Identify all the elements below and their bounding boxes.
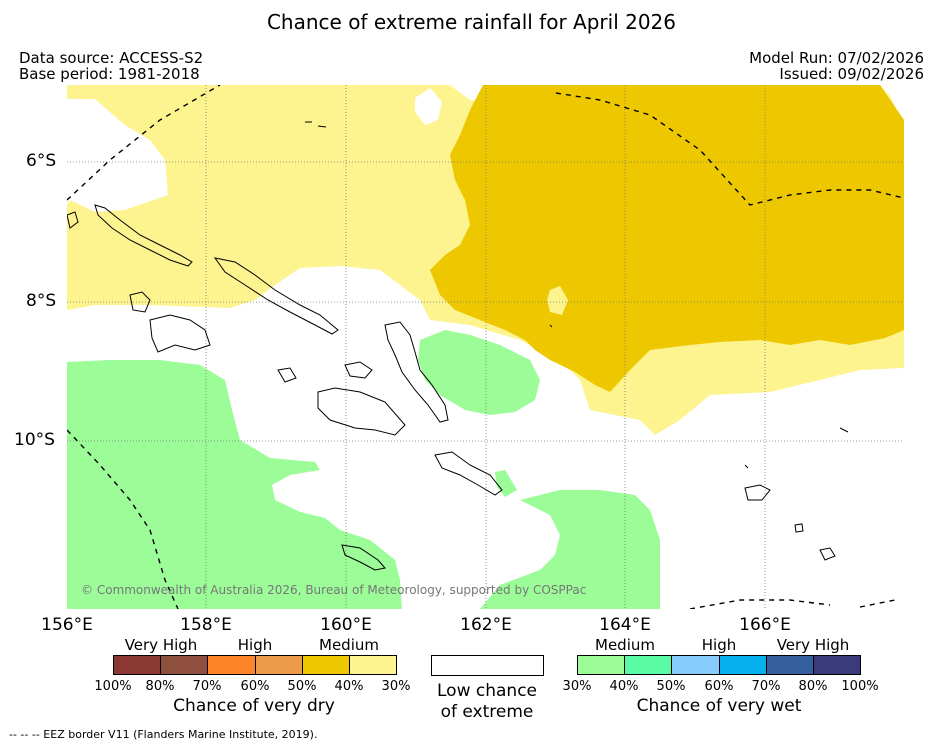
wet-swatch — [766, 656, 814, 674]
wet-tick: 80% — [798, 679, 828, 694]
wet-tick: 60% — [704, 679, 734, 694]
dry-tick: 60% — [240, 679, 270, 694]
chart-title: Chance of extreme rainfall for April 202… — [266, 10, 677, 34]
santa-isabel-island — [213, 257, 339, 335]
wet-tick: 70% — [751, 679, 781, 694]
meta-left: Data source: ACCESS-S2 Base period: 1981… — [19, 50, 203, 82]
florida-island — [344, 361, 373, 379]
lon-label-158e: 158°E — [180, 615, 232, 635]
dry-swatch — [161, 656, 209, 674]
data-source: Data source: ACCESS-S2 — [19, 49, 204, 67]
low-chance-swatch — [431, 655, 544, 676]
russell-islands — [277, 367, 297, 383]
dry-category-very-high: Very High — [124, 636, 198, 654]
dry-tick: 70% — [192, 679, 222, 694]
wet-swatch — [578, 656, 626, 674]
new-georgia-island — [149, 314, 211, 353]
dry-tick: 40% — [334, 679, 364, 694]
dry-swatch — [114, 656, 162, 674]
dry-swatch — [255, 656, 303, 674]
wet-swatch — [672, 656, 720, 674]
eez-borders — [67, 85, 904, 609]
graticule — [67, 85, 904, 609]
wet-colorbar — [577, 655, 861, 675]
wet-legend-title: Chance of very wet — [636, 696, 802, 716]
makira-island — [434, 451, 503, 496]
dry-category-high: High — [237, 636, 273, 654]
eez-border-vanuatu — [689, 599, 896, 609]
vanikoro-island — [819, 547, 836, 561]
wet-category-very-high: Very High — [776, 636, 850, 654]
low-chance-hole — [547, 286, 568, 315]
issued-date: Issued: 09/02/2026 — [779, 65, 924, 83]
meta-right: Model Run: 07/02/2026 Issued: 09/02/2026 — [749, 50, 924, 82]
ontong-java-atoll — [305, 121, 327, 128]
dry-medium-light-patch — [160, 85, 430, 260]
lat-label-8s: 8°S — [26, 291, 57, 311]
wet-medium-patch — [495, 470, 517, 497]
eez-border-australia — [67, 429, 179, 609]
reef-islands — [744, 464, 749, 469]
dry-category-medium: Medium — [319, 636, 379, 654]
wet-medium-region-south — [480, 490, 660, 609]
utupua-island — [794, 523, 804, 533]
rennell-island — [341, 544, 386, 571]
dry-legend-title: Chance of very dry — [173, 696, 335, 716]
low-chance-hole — [415, 88, 442, 125]
lon-label-166e: 166°E — [739, 615, 791, 635]
duff-islands — [839, 427, 849, 433]
wet-swatch — [625, 656, 673, 674]
wet-tick: 40% — [609, 679, 639, 694]
wet-medium-region-center — [418, 330, 540, 415]
wet-medium-region-west — [67, 360, 402, 609]
dry-tick: 100% — [94, 679, 132, 694]
lon-label-162e: 162°E — [460, 615, 512, 635]
wet-category-high: High — [701, 636, 737, 654]
lon-label-164e: 164°E — [599, 615, 651, 635]
low-chance-line1: Low chance — [437, 681, 537, 701]
eez-footnote: -- -- -- EEZ border V11 (Flanders Marine… — [9, 728, 318, 741]
dry-tick: 50% — [287, 679, 317, 694]
wet-swatch — [813, 656, 861, 674]
shortland-islet — [67, 211, 79, 229]
vella-lavella-island — [129, 291, 151, 313]
dry-swatch — [302, 656, 350, 674]
base-period: Base period: 1981-2018 — [19, 65, 200, 83]
dry-tick: 80% — [145, 679, 175, 694]
low-chance-label: Low chance of extreme — [417, 681, 557, 723]
lon-label-156e: 156°E — [41, 615, 93, 635]
dry-colorbar — [113, 655, 397, 675]
malaita-island — [384, 321, 449, 423]
dry-swatch — [349, 656, 397, 674]
lon-label-160e: 160°E — [320, 615, 372, 635]
choiseul-island — [94, 204, 193, 267]
rainfall-map: © Commonwealth of Australia 2026, Bureau… — [67, 85, 904, 609]
wet-tick: 50% — [656, 679, 686, 694]
dry-tick: 30% — [381, 679, 411, 694]
wet-swatch — [719, 656, 767, 674]
wet-tick: 100% — [841, 679, 879, 694]
lat-label-10s: 10°S — [14, 430, 55, 450]
guadalcanal-island — [317, 387, 406, 436]
low-chance-hole — [67, 172, 90, 197]
eez-border-png-north — [67, 85, 221, 201]
wet-category-medium: Medium — [595, 636, 655, 654]
wet-tick: 30% — [562, 679, 592, 694]
santa-cruz-island — [744, 484, 771, 501]
sikaiana-atoll — [549, 324, 553, 328]
low-chance-line2: of extreme — [440, 702, 534, 722]
map-area: © Commonwealth of Australia 2026, Bureau… — [67, 85, 904, 609]
copyright-notice: © Commonwealth of Australia 2026, Bureau… — [81, 583, 586, 597]
dry-swatch — [208, 656, 256, 674]
lat-label-6s: 6°S — [26, 151, 57, 171]
land-outlines — [67, 121, 849, 571]
model-run: Model Run: 07/02/2026 — [749, 49, 924, 67]
eez-border-nauru — [555, 92, 904, 206]
dry-medium-dark-region — [430, 85, 904, 392]
